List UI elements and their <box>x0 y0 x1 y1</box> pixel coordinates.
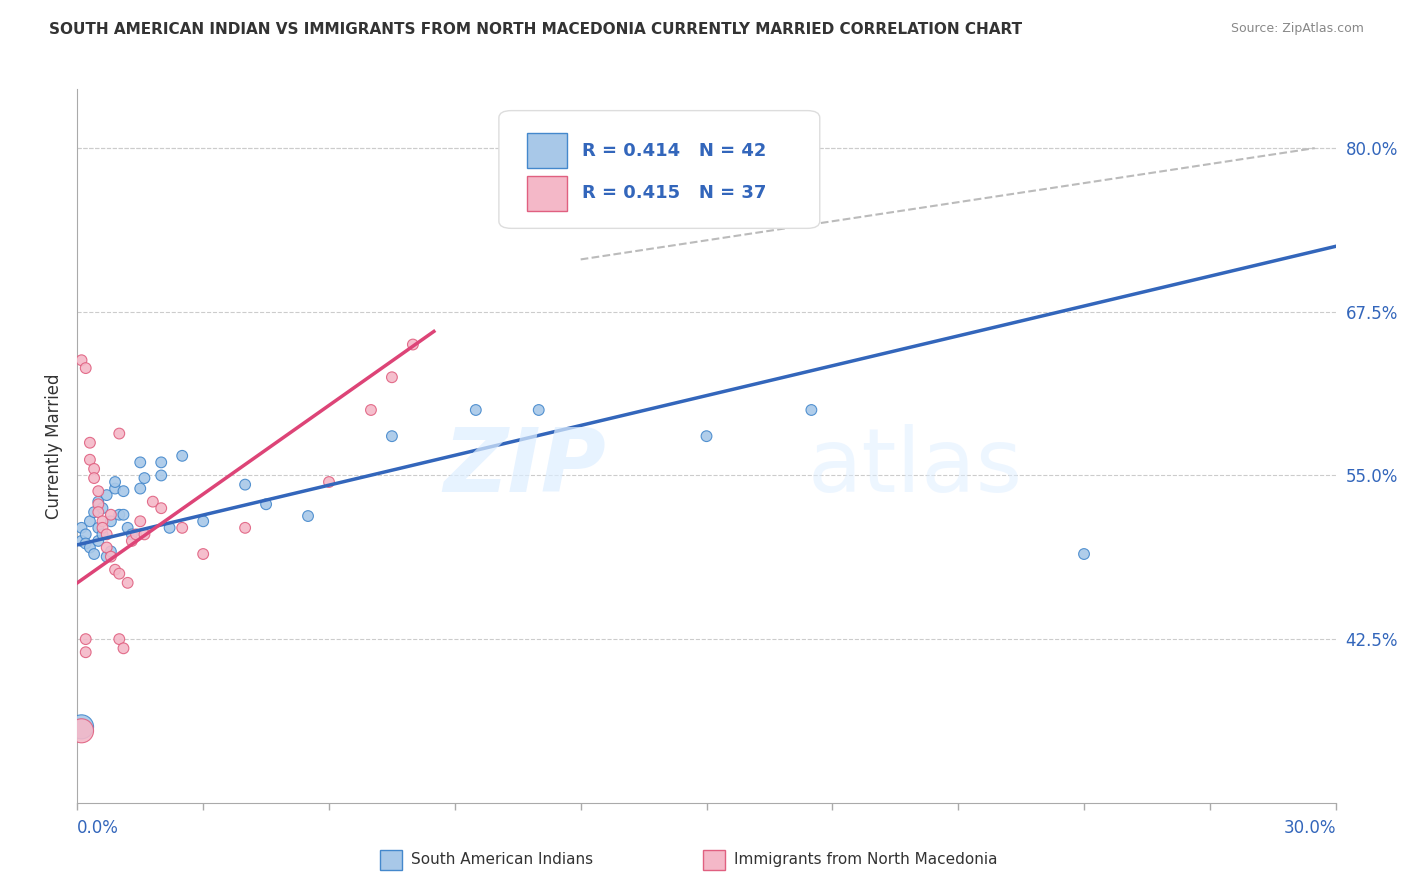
Point <box>79 541 101 555</box>
Point <box>83 462 105 476</box>
Point <box>96 488 118 502</box>
Point <box>233 477 256 491</box>
Point <box>129 482 152 496</box>
Bar <box>527 177 567 211</box>
Point <box>191 547 215 561</box>
Point <box>129 514 152 528</box>
Point <box>87 521 110 535</box>
Point <box>87 494 110 508</box>
Point <box>104 482 127 496</box>
Point <box>191 514 215 528</box>
Point <box>464 403 486 417</box>
Point <box>96 527 118 541</box>
Point <box>117 575 139 590</box>
Point <box>104 563 127 577</box>
Point <box>134 527 156 541</box>
Text: SOUTH AMERICAN INDIAN VS IMMIGRANTS FROM NORTH MACEDONIA CURRENTLY MARRIED CORRE: SOUTH AMERICAN INDIAN VS IMMIGRANTS FROM… <box>49 22 1022 37</box>
Point <box>79 452 101 467</box>
Point <box>696 429 718 443</box>
Point <box>70 533 93 548</box>
Point <box>91 527 114 541</box>
Text: 30.0%: 30.0% <box>1284 819 1336 837</box>
Point <box>87 533 110 548</box>
Point <box>75 632 97 647</box>
Point <box>142 494 165 508</box>
Point <box>91 521 114 535</box>
Point <box>121 527 143 541</box>
Point <box>87 497 110 511</box>
Point <box>100 514 122 528</box>
Point <box>108 426 131 441</box>
Point <box>800 403 823 417</box>
FancyBboxPatch shape <box>499 111 820 228</box>
Point <box>402 337 425 351</box>
Point <box>108 508 131 522</box>
Point <box>112 484 135 499</box>
Point <box>100 549 122 564</box>
Point <box>96 549 118 564</box>
Point <box>70 521 93 535</box>
Point <box>75 527 97 541</box>
Point <box>104 475 127 489</box>
Point <box>75 536 97 550</box>
Text: 0.0%: 0.0% <box>77 819 120 837</box>
Point <box>70 720 93 734</box>
Point <box>129 455 152 469</box>
Point <box>100 508 122 522</box>
Point <box>87 484 110 499</box>
Point <box>297 509 319 524</box>
Point <box>134 471 156 485</box>
Point <box>150 501 173 516</box>
Point <box>233 521 256 535</box>
Point <box>112 508 135 522</box>
Text: Source: ZipAtlas.com: Source: ZipAtlas.com <box>1230 22 1364 36</box>
Point <box>125 527 148 541</box>
Point <box>117 521 139 535</box>
Point <box>75 645 97 659</box>
Point <box>108 566 131 581</box>
Point <box>172 449 194 463</box>
Point <box>150 455 173 469</box>
Point <box>83 471 105 485</box>
Point <box>381 370 404 384</box>
Point <box>318 475 340 489</box>
Point <box>79 514 101 528</box>
Point <box>96 541 118 555</box>
Point <box>70 723 93 738</box>
Point <box>360 403 382 417</box>
Point <box>381 429 404 443</box>
Point <box>79 435 101 450</box>
Point <box>75 361 97 376</box>
Point <box>112 641 135 656</box>
Text: R = 0.415   N = 37: R = 0.415 N = 37 <box>582 185 766 202</box>
Point <box>527 403 550 417</box>
Point <box>100 544 122 558</box>
Point <box>1073 547 1095 561</box>
Point <box>254 497 277 511</box>
Text: South American Indians: South American Indians <box>411 853 593 867</box>
Point <box>108 632 131 647</box>
Point <box>91 501 114 516</box>
Text: atlas: atlas <box>807 424 1022 511</box>
Text: ZIP: ZIP <box>443 424 606 511</box>
Point <box>121 533 143 548</box>
Point <box>83 547 105 561</box>
Bar <box>527 134 567 168</box>
Point <box>150 468 173 483</box>
Point <box>83 505 105 519</box>
Text: Immigrants from North Macedonia: Immigrants from North Macedonia <box>734 853 997 867</box>
Point <box>91 514 114 528</box>
Point <box>172 521 194 535</box>
Point <box>87 505 110 519</box>
Point <box>159 521 181 535</box>
Y-axis label: Currently Married: Currently Married <box>45 373 63 519</box>
Text: R = 0.414   N = 42: R = 0.414 N = 42 <box>582 142 766 160</box>
Point <box>70 353 93 368</box>
